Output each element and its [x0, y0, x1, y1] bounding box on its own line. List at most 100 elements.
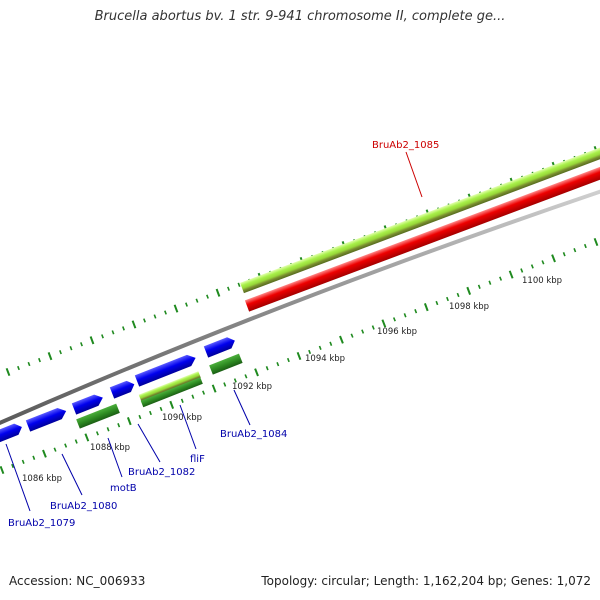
label-BruAb2_1079[interactable]: BruAb2_1079 — [8, 518, 75, 529]
outer-ruler-minor-tick — [122, 326, 125, 331]
inner-ruler-major-tick — [211, 384, 217, 393]
inner-ruler-major-tick — [508, 270, 514, 279]
inner-ruler-major-tick — [551, 254, 556, 263]
inner-ruler-minor-tick — [456, 292, 460, 298]
label-BruAb2_1084[interactable]: BruAb2_1084 — [220, 429, 287, 440]
outer-ruler-minor-tick — [69, 346, 73, 351]
inner-ruler-major-tick — [169, 400, 175, 409]
inner-ruler-minor-tick — [329, 341, 333, 346]
outer-ruler-minor-tick — [206, 294, 209, 299]
ruler-label-1092: 1092 kbp — [232, 382, 272, 392]
inner-ruler-minor-tick — [403, 313, 407, 318]
inner-ruler-minor-tick — [286, 357, 290, 363]
inner-ruler-minor-tick — [583, 243, 587, 249]
inner-ruler-minor-tick — [53, 447, 57, 452]
inner-ruler-minor-tick — [233, 378, 237, 383]
label-motB[interactable]: motB — [110, 483, 137, 494]
outer-ruler-minor-tick — [101, 334, 104, 339]
label-BruAb2_1082[interactable]: BruAb2_1082 — [128, 467, 195, 478]
inner-ruler-minor-tick — [74, 439, 78, 444]
map-title: Brucella abortus bv. 1 str. 9-941 chromo… — [94, 9, 506, 24]
inner-ruler-minor-tick — [477, 284, 481, 289]
ruler-labels: 1086 kbp 1088 kbp 1090 kbp 1092 kbp 1094… — [22, 276, 562, 484]
inner-ruler-minor-tick — [499, 276, 503, 281]
inner-ruler-minor-tick — [138, 414, 142, 420]
inner-ruler-minor-tick — [361, 329, 365, 334]
chromosome-backbone — [0, 189, 600, 425]
label-BruAb2_1080[interactable]: BruAb2_1080 — [50, 501, 117, 512]
label-leaders — [5, 151, 423, 512]
cds-reverse-1[interactable] — [76, 403, 120, 429]
cds-reverse-3[interactable] — [209, 353, 243, 375]
inner-ruler-minor-tick — [350, 333, 354, 338]
leader-BruAb2_1082 — [137, 423, 161, 463]
inner-ruler-minor-tick — [488, 280, 492, 285]
inner-ruler-minor-tick — [244, 374, 248, 379]
outer-ruler-minor-tick — [237, 282, 241, 287]
feature-band-BruAb2_1085[interactable] — [240, 143, 600, 294]
outer-ruler-minor-tick — [195, 298, 199, 303]
ruler-label-1096: 1096 kbp — [377, 327, 417, 337]
inner-ruler-major-tick — [42, 449, 47, 458]
cds-BruAb2_1082[interactable] — [109, 379, 137, 399]
inner-ruler-minor-tick — [159, 406, 163, 412]
inner-ruler-minor-tick — [541, 260, 545, 265]
inner-ruler-minor-tick — [64, 443, 68, 448]
inner-ruler-major-tick — [466, 286, 472, 295]
inner-ruler-minor-tick — [106, 427, 110, 432]
ruler-label-1090: 1090 kbp — [162, 413, 202, 423]
outer-ruler-major-tick — [173, 304, 179, 313]
leader-BruAb2_1084 — [233, 389, 251, 426]
inner-ruler-major-tick — [593, 237, 599, 247]
label-BruAb2_1085[interactable]: BruAb2_1085 — [372, 140, 439, 151]
cds-motB[interactable] — [71, 392, 105, 415]
inner-ruler-minor-tick — [392, 317, 396, 322]
outer-ruler-minor-tick — [111, 330, 115, 335]
genome-summary: Topology: circular; Length: 1,162,204 bp… — [261, 574, 591, 588]
cds-BruAb2_1079[interactable] — [0, 421, 24, 444]
inner-ruler-major-tick — [0, 465, 5, 475]
outer-ruler-minor-tick — [17, 365, 20, 371]
inner-ruler-minor-tick — [414, 309, 418, 314]
inner-ruler-minor-tick — [202, 390, 206, 395]
inner-ruler-major-tick — [126, 417, 132, 426]
feature-band-fliF[interactable] — [138, 371, 201, 402]
ruler-label-1094: 1094 kbp — [305, 354, 345, 364]
inner-ruler-minor-tick — [530, 264, 534, 269]
inner-ruler-minor-tick — [520, 268, 524, 273]
cds-fliF[interactable] — [134, 352, 198, 387]
inner-ruler-minor-tick — [318, 345, 322, 350]
feature-BruAb2_1085[interactable] — [244, 164, 600, 312]
outer-ruler-major-tick — [215, 288, 221, 297]
accession-label: Accession: NC_006933 — [9, 574, 146, 588]
inner-ruler-major-tick — [339, 335, 344, 344]
leader-BruAb2_1085 — [405, 151, 423, 198]
outer-ruler-major-tick — [89, 336, 95, 345]
outer-ruler-major-tick — [131, 320, 137, 329]
cds-reverse-2[interactable] — [140, 377, 203, 408]
outer-ruler-minor-tick — [185, 302, 188, 307]
inner-ruler-ticks — [0, 237, 599, 475]
inner-ruler-minor-tick — [191, 394, 195, 399]
inner-ruler-major-tick — [84, 433, 90, 442]
leader-BruAb2_1080 — [61, 453, 83, 496]
ruler-label-1098: 1098 kbp — [449, 302, 489, 312]
inner-ruler-major-tick — [423, 303, 429, 312]
cds-BruAb2_1080[interactable] — [25, 405, 69, 432]
inner-ruler-minor-tick — [95, 431, 99, 436]
inner-ruler-minor-tick — [276, 362, 280, 367]
inner-ruler-minor-tick — [32, 455, 36, 460]
inner-ruler-minor-tick — [573, 248, 577, 253]
inner-ruler-minor-tick — [223, 382, 227, 387]
outer-ruler-minor-tick — [27, 361, 31, 367]
inner-ruler-minor-tick — [308, 349, 312, 355]
ruler-label-1100: 1100 kbp — [522, 276, 562, 286]
outer-ruler-minor-tick — [80, 342, 83, 347]
inner-ruler-minor-tick — [11, 463, 15, 469]
inner-ruler-minor-tick — [180, 398, 184, 403]
leader-motB — [107, 437, 123, 478]
label-fliF[interactable]: fliF — [190, 454, 205, 465]
cds-BruAb2_1084[interactable] — [203, 335, 237, 358]
inner-ruler-minor-tick — [435, 300, 439, 306]
